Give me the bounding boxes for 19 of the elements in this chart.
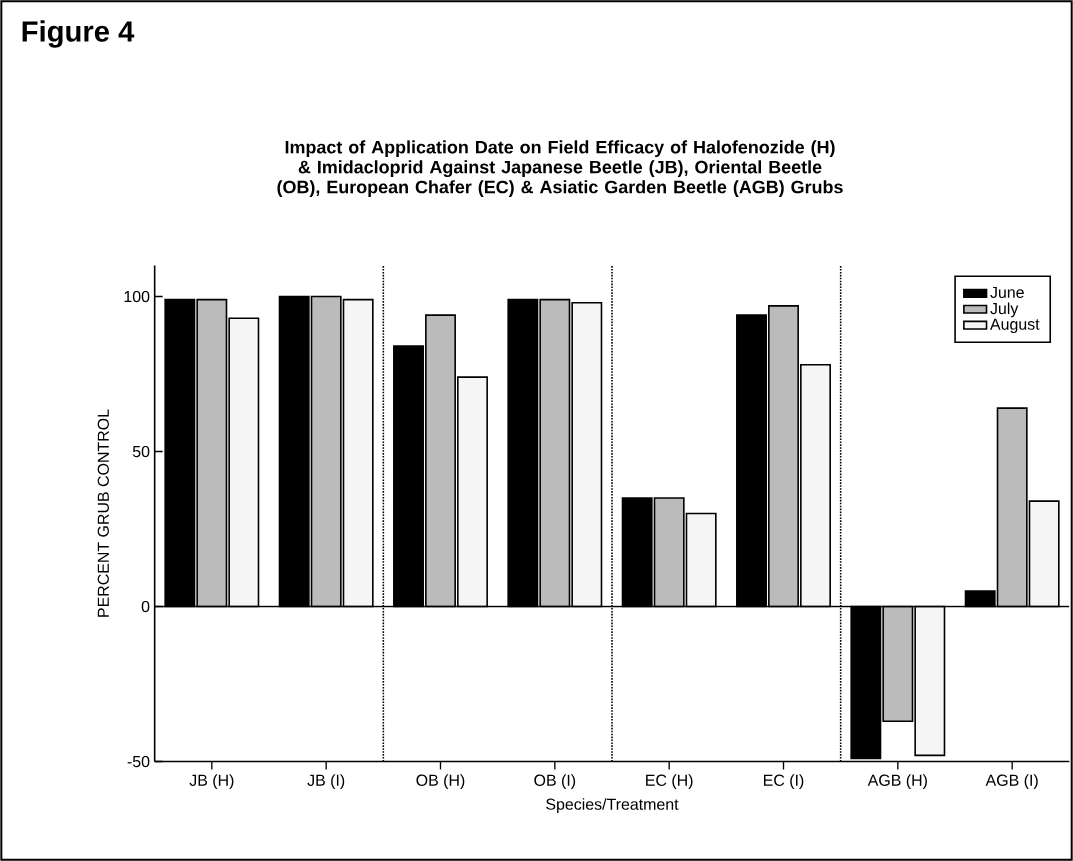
x-tick-label: OB (I) (534, 774, 576, 790)
legend-label: August (990, 318, 1040, 333)
x-tick-label: JB (I) (307, 774, 345, 790)
y-tick-label: 0 (141, 600, 150, 613)
x-tick-label: EC (I) (764, 774, 804, 790)
y-tick-label: 100 (124, 290, 150, 303)
chart-title: Impact of Application Date on Field Efficacy of Halofenozide (H) & Imidacloprid Against Japanese Beetle (JB), Oriental Beetle (OB), European Chafer (EC) & Asiatic Garden Beetle (AGB) Grubs (277, 140, 843, 197)
y-tick-label: 50 (132, 445, 150, 458)
y-tick-label: -50 (127, 755, 150, 768)
x-tick-label: AGB (H) (867, 774, 927, 790)
x-tick-label: AGB (I) (985, 774, 1038, 790)
legend-label: July (990, 302, 1019, 318)
x-tick-label: EC (H) (646, 774, 693, 790)
y-axis-title: PERCENT GRUB CONTROL (97, 409, 109, 617)
x-axis-title: Species/Treatment (546, 798, 679, 814)
legend-label: June (990, 286, 1024, 298)
caption: Figure 4 (22, 20, 135, 48)
x-tick-label: OB (H) (416, 774, 465, 790)
x-tick-label: JB (H) (189, 774, 234, 790)
